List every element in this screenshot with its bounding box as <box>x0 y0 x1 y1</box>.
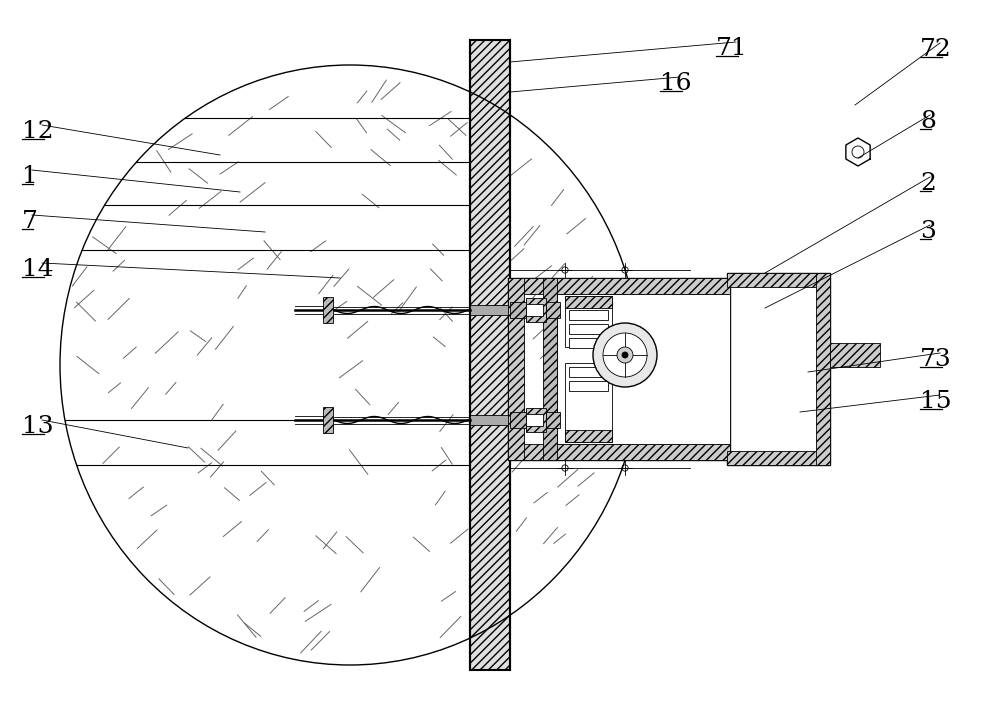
Circle shape <box>622 352 628 358</box>
Bar <box>565 296 612 347</box>
Bar <box>565 363 612 442</box>
Bar <box>508 278 524 460</box>
Text: 72: 72 <box>920 38 952 61</box>
Text: 8: 8 <box>920 110 936 133</box>
Bar <box>470 305 510 315</box>
Bar <box>569 381 608 391</box>
Bar <box>546 412 560 428</box>
Bar <box>508 278 730 294</box>
Text: 13: 13 <box>22 415 54 438</box>
Text: 14: 14 <box>22 258 54 281</box>
Bar <box>526 410 543 430</box>
Bar <box>546 302 560 318</box>
Bar <box>323 407 333 433</box>
Bar <box>569 338 608 348</box>
Bar <box>510 302 526 318</box>
Bar <box>727 273 830 287</box>
Text: 71: 71 <box>716 37 748 60</box>
Bar <box>565 430 612 442</box>
Text: 15: 15 <box>920 390 952 413</box>
Text: 1: 1 <box>22 165 38 188</box>
Circle shape <box>593 323 657 387</box>
Bar <box>526 414 543 426</box>
Bar <box>727 451 830 465</box>
Bar <box>470 40 510 670</box>
Text: 2: 2 <box>920 172 936 195</box>
Text: 73: 73 <box>920 348 952 371</box>
Bar <box>526 300 543 320</box>
Text: 12: 12 <box>22 120 54 143</box>
Text: 3: 3 <box>920 220 936 243</box>
Bar <box>569 310 608 320</box>
Circle shape <box>603 333 647 377</box>
Text: 7: 7 <box>22 210 38 233</box>
Bar <box>569 324 608 334</box>
Bar <box>543 278 557 460</box>
Bar <box>565 296 612 308</box>
Bar <box>470 415 510 425</box>
Bar <box>526 304 543 316</box>
Bar <box>510 412 526 428</box>
Bar <box>727 273 830 465</box>
Text: 16: 16 <box>660 72 692 95</box>
Bar <box>830 343 880 367</box>
Bar <box>816 273 830 465</box>
Bar <box>508 444 730 460</box>
Bar <box>323 297 333 323</box>
Bar <box>569 367 608 377</box>
Circle shape <box>617 347 633 363</box>
Bar <box>557 294 730 444</box>
Bar <box>526 298 546 322</box>
Bar <box>508 278 730 460</box>
Bar <box>526 408 546 432</box>
